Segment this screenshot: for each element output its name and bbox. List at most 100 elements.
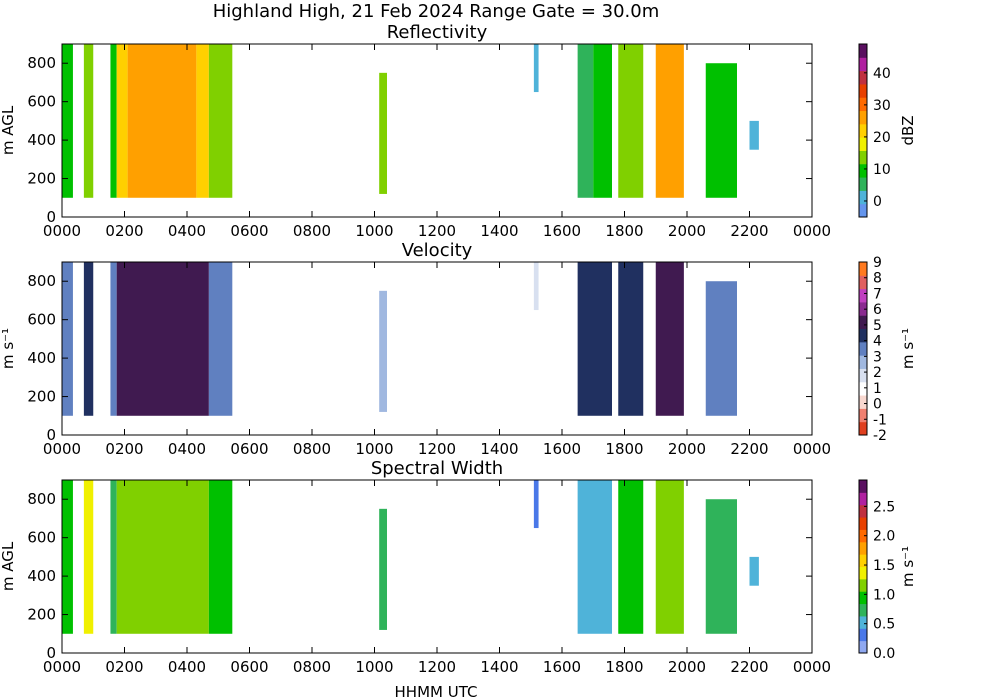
colorbar-tick-label: 0: [873, 397, 882, 413]
y-tick-label: 800: [27, 490, 56, 508]
colorbar-tick-label: 7: [873, 286, 882, 302]
echo-segment: [208, 44, 233, 198]
colorbar-swatch: [859, 70, 867, 85]
colorbar-tick-label: 20: [873, 130, 891, 146]
echo-segment: [577, 262, 612, 416]
y-axis-label: m AGL: [0, 541, 17, 591]
colorbar-frame: [858, 261, 868, 436]
colorbar-swatch: [859, 288, 867, 303]
colorbar-swatch: [859, 591, 867, 605]
x-tick-label: 0800: [293, 658, 331, 676]
x-tick-label: 0000: [43, 222, 81, 240]
y-tick-label: 400: [27, 567, 56, 585]
x-tick-label: 2000: [668, 658, 706, 676]
echo-segment: [655, 44, 684, 198]
colorbar-swatch: [859, 163, 867, 178]
colorbar-swatch: [859, 83, 867, 98]
echo-segment: [62, 480, 73, 634]
x-tick-label: 1400: [480, 222, 518, 240]
colorbar-swatch: [859, 315, 867, 330]
colorbar-tick-label: 2.5: [873, 499, 895, 515]
echo-segment: [62, 262, 73, 416]
colorbar-swatch: [859, 110, 867, 125]
echo-segment: [655, 480, 684, 634]
colorbar-tick-label: 0.5: [873, 617, 895, 633]
y-tick-label: 200: [27, 606, 56, 624]
echo-segment: [593, 44, 612, 198]
echo-segment: [379, 72, 387, 194]
colorbar-swatch: [859, 640, 867, 654]
echo-segment: [618, 262, 644, 416]
colorbar-tick-label: 1: [873, 381, 882, 397]
colorbar-swatch: [859, 517, 867, 530]
x-tick-label: 0400: [168, 658, 206, 676]
echo-segment: [379, 290, 387, 412]
x-tick-label: 2000: [668, 440, 706, 458]
echo-segment: [110, 44, 117, 198]
x-tick-label: 1800: [605, 658, 643, 676]
colorbar-swatch: [859, 97, 867, 112]
y-tick-label: 600: [27, 93, 56, 111]
x-axis-label: HHMM UTC: [395, 683, 478, 700]
echo-segment: [705, 499, 737, 634]
colorbar-swatch: [859, 177, 867, 191]
colorbar-tick-label: 2: [873, 365, 882, 381]
colorbar-tick-label: 30: [873, 98, 891, 114]
echo-segment: [208, 480, 233, 634]
colorbar-swatch: [859, 480, 867, 493]
x-tick-label: 1400: [480, 658, 518, 676]
echo-segment: [83, 480, 94, 634]
echo-segment: [110, 480, 117, 634]
echo-segment: [577, 480, 612, 634]
colorbar-swatch: [859, 504, 867, 518]
x-tick-label: 0600: [230, 440, 268, 458]
x-tick-label: 1000: [355, 658, 393, 676]
colorbar-swatch: [859, 529, 867, 543]
y-tick-label: 0: [46, 208, 56, 226]
panel-title: Spectral Width: [371, 458, 503, 479]
x-tick-label: 1000: [355, 440, 393, 458]
echo-segment: [749, 338, 759, 368]
colorbar-swatch: [859, 275, 867, 290]
x-tick-label: 1600: [543, 440, 581, 458]
colorbar-swatch: [859, 615, 867, 629]
x-tick-label: 0400: [168, 440, 206, 458]
colorbar-swatch: [859, 541, 867, 555]
x-tick-label: 0000: [793, 222, 831, 240]
colorbar-swatch: [859, 262, 867, 276]
colorbar-swatch: [859, 150, 867, 165]
colorbar-swatch: [859, 190, 867, 205]
echo-segment: [110, 262, 117, 416]
echo-segment: [618, 44, 644, 198]
colorbar-swatch: [859, 492, 867, 506]
x-tick-label: 0800: [293, 222, 331, 240]
y-tick-label: 600: [27, 311, 56, 329]
x-tick-label: 0000: [793, 440, 831, 458]
panel-title: Reflectivity: [387, 22, 488, 43]
colorbar-swatch: [859, 554, 867, 567]
y-tick-label: 0: [46, 644, 56, 662]
colorbar-tick-label: 10: [873, 162, 891, 178]
colorbar-frame: [858, 479, 868, 654]
colorbar-swatch: [859, 328, 867, 343]
colorbar-label: dBZ: [899, 115, 917, 145]
colorbar-swatch: [859, 203, 867, 218]
x-tick-label: 1800: [605, 222, 643, 240]
colorbar-swatch: [859, 578, 867, 592]
panel-title: Velocity: [402, 240, 473, 261]
x-tick-label: 0600: [230, 222, 268, 240]
x-tick-label: 1600: [543, 658, 581, 676]
colorbar-tick-label: 1.5: [873, 558, 895, 574]
echo-segment: [749, 556, 759, 586]
colorbar-swatch: [859, 408, 867, 423]
x-tick-label: 0000: [43, 440, 81, 458]
x-tick-label: 1000: [355, 222, 393, 240]
y-tick-label: 0: [46, 426, 56, 444]
echo-segment: [83, 44, 94, 198]
x-tick-label: 2200: [730, 222, 768, 240]
colorbar-swatch: [859, 137, 867, 151]
